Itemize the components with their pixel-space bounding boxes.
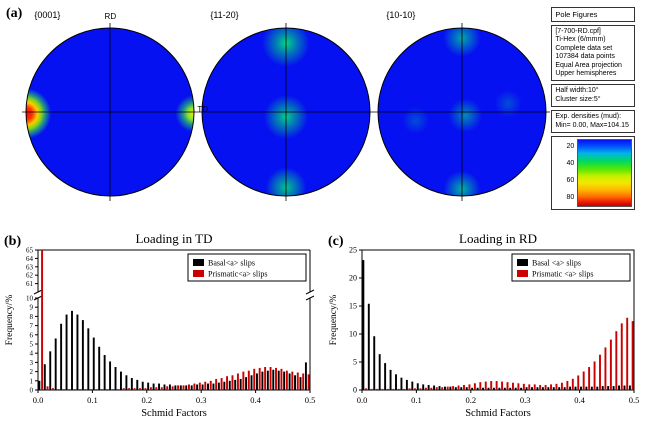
info-line-file: [7-700-RD.cpf]: [555, 28, 601, 35]
svg-text:62: 62: [26, 272, 34, 280]
info-half-width: Half width:10°: [555, 87, 599, 95]
svg-text:9: 9: [30, 304, 34, 312]
svg-text:Frequency/%: Frequency/%: [5, 295, 15, 346]
svg-text:0.1: 0.1: [411, 395, 422, 405]
svg-text:0.4: 0.4: [250, 395, 261, 405]
svg-text:Frequency/%: Frequency/%: [329, 295, 339, 346]
svg-text:10: 10: [26, 295, 34, 303]
info-line-hemisphere: Upper hemispheres: [555, 69, 617, 77]
svg-text:25: 25: [349, 246, 357, 255]
svg-text:2: 2: [30, 368, 34, 376]
svg-text:Loading in TD: Loading in TD: [135, 231, 212, 246]
svg-text:5: 5: [353, 358, 357, 367]
svg-text:0.5: 0.5: [305, 395, 316, 405]
svg-text:Basal<a> slips: Basal<a> slips: [208, 259, 255, 268]
svg-text:0.0: 0.0: [357, 395, 368, 405]
info-dataset-box: [7-700-RD.cpf] Ti-Hex (6/mmm) Complete d…: [551, 25, 636, 82]
color-scale-box: 20 40 60 80: [551, 135, 636, 210]
pole-figure-canvas-0001: [22, 23, 199, 201]
svg-text:7: 7: [30, 322, 34, 330]
svg-text:Schmid Factors: Schmid Factors: [465, 408, 531, 419]
svg-text:0.2: 0.2: [465, 395, 476, 405]
svg-text:0.4: 0.4: [574, 395, 585, 405]
svg-text:0: 0: [353, 386, 357, 395]
svg-text:8: 8: [30, 313, 34, 321]
scale-tick-80: 80: [566, 194, 575, 202]
svg-text:Prismatic<a> slips: Prismatic<a> slips: [208, 270, 267, 279]
info-line-symmetry: Ti-Hex (6/mmm): [555, 36, 606, 44]
pole-figure-canvas-1120: [198, 23, 375, 201]
chart-panel-td: (b) 0 1 2 3 4 5 6 7 8 9 10 61 62 63 64 65 0.0 0.1 0.2 0.3 0.…: [2, 230, 324, 420]
scale-tick-40: 40: [566, 160, 575, 168]
info-line-projection: Equal Area projection: [555, 61, 622, 69]
svg-text:6: 6: [30, 331, 34, 339]
svg-text:63: 63: [26, 263, 34, 271]
info-title: Pole Figures: [555, 10, 598, 19]
svg-text:3: 3: [30, 359, 34, 367]
info-densities-minmax: Min= 0.00, Max=104.15: [555, 121, 629, 129]
axis-label-td: TD: [197, 105, 208, 114]
pole-figure-canvas-1010: [374, 23, 551, 201]
pole-figure-title: {0001}: [34, 10, 61, 20]
info-line-points: 107384 data points: [555, 53, 615, 61]
svg-text:5: 5: [30, 341, 34, 349]
svg-text:0.1: 0.1: [87, 395, 98, 405]
svg-text:1: 1: [30, 377, 34, 385]
svg-text:0.0: 0.0: [33, 395, 44, 405]
svg-text:65: 65: [26, 247, 34, 255]
svg-text:15: 15: [349, 302, 357, 311]
pole-figure-1010: {10-10}: [374, 0, 551, 218]
color-scale-gradient: [577, 138, 633, 207]
pole-figure-info-panel: Pole Figures [7-700-RD.cpf] Ti-Hex (6/mm…: [551, 7, 636, 210]
pole-figure-1120: {11-20}: [198, 0, 375, 218]
svg-text:0.5: 0.5: [629, 395, 640, 405]
panel-c-label: (c): [328, 234, 344, 249]
svg-text:Schmid Factors: Schmid Factors: [141, 408, 207, 419]
svg-text:0: 0: [30, 387, 34, 395]
svg-text:0.3: 0.3: [520, 395, 531, 405]
info-title-box: Pole Figures: [551, 7, 636, 22]
svg-text:64: 64: [26, 255, 34, 263]
info-line-dataset: Complete data set: [555, 44, 613, 52]
panel-a-label: (a): [6, 6, 23, 21]
info-cluster-size: Cluster size:5°: [555, 95, 601, 103]
svg-text:0.2: 0.2: [141, 395, 152, 405]
info-params-box: Half width:10° Cluster size:5°: [551, 84, 636, 108]
panel-b-label: (b): [4, 234, 22, 249]
pole-figure-0001: {0001} RD TD: [22, 0, 208, 218]
info-densities-label: Exp. densities (mud):: [555, 113, 622, 121]
pole-figure-title: {11-20}: [210, 10, 239, 20]
chart-panel-rd: (c) 0 5 10 15 20 25 0.0 0.1 0.2 0.3 0.4 0.5 Loading …: [326, 230, 648, 420]
svg-text:0.3: 0.3: [196, 395, 207, 405]
color-scale-ticks: 20 40 60 80: [554, 139, 577, 207]
svg-text:61: 61: [26, 280, 34, 288]
pole-figure-title: {10-10}: [386, 10, 416, 20]
svg-text:Loading in RD: Loading in RD: [459, 231, 537, 246]
svg-text:Basal <a> slips: Basal <a> slips: [532, 259, 581, 268]
pole-figures-row: (a) {0001} RD TD {11-20} {10-10} Pole Fi…: [6, 0, 636, 218]
scale-tick-20: 20: [566, 143, 575, 151]
svg-text:20: 20: [349, 274, 357, 283]
svg-text:Prismatic <a> slips: Prismatic <a> slips: [532, 270, 593, 279]
scale-tick-60: 60: [566, 177, 575, 185]
svg-text:10: 10: [349, 330, 357, 339]
info-densities-box: Exp. densities (mud): Min= 0.00, Max=104…: [551, 110, 636, 133]
svg-text:4: 4: [30, 350, 34, 358]
histograms-row: (b) 0 1 2 3 4 5 6 7 8 9 10 61 62 63 64 65 0.0 0.1 0.2 0.3 0.…: [0, 230, 650, 420]
histogram-loading-in-rd: 0 5 10 15 20 25 0.0 0.1 0.2 0.3 0.4 0.5 Loading in R…: [329, 231, 640, 419]
axis-label-rd: RD: [104, 12, 117, 21]
